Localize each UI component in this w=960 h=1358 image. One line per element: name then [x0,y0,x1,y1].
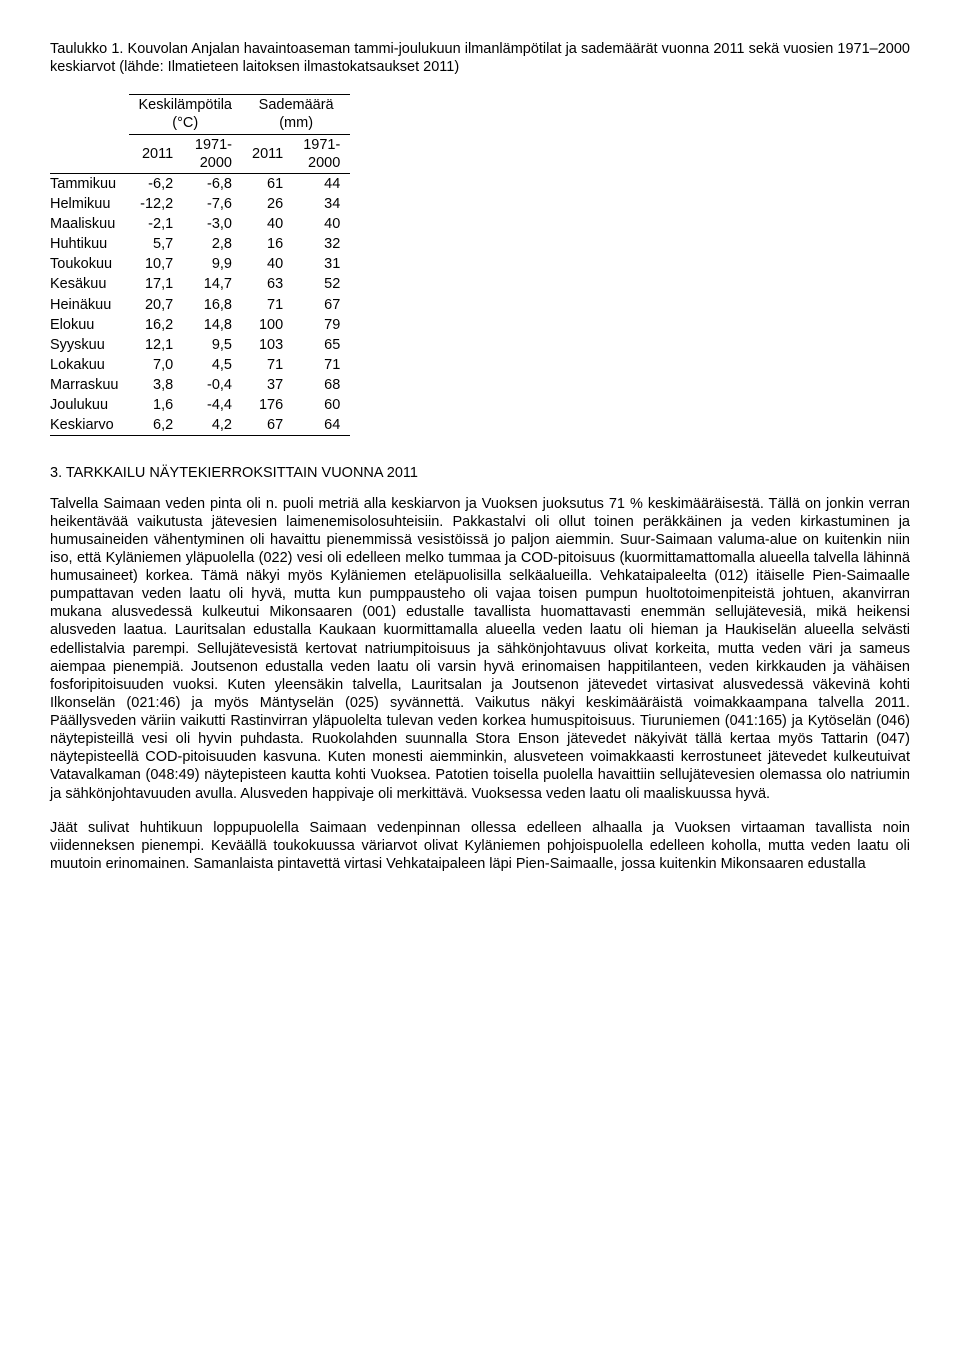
table-row: Toukokuu10,79,94031 [50,254,350,274]
cell: 64 [293,415,350,436]
row-label: Maaliskuu [50,214,129,234]
cell: 3,8 [129,375,184,395]
paragraph-1: Talvella Saimaan veden pinta oli n. puol… [50,495,910,803]
cell: -6,8 [183,173,242,194]
table-row: Huhtikuu5,72,81632 [50,234,350,254]
table-row: Elokuu16,214,810079 [50,315,350,335]
row-label: Marraskuu [50,375,129,395]
cell: 9,5 [183,335,242,355]
cell: -2,1 [129,214,184,234]
cell: 1,6 [129,395,184,415]
cell: 31 [293,254,350,274]
cell: -4,4 [183,395,242,415]
subhdr-1: 1971-2000 [183,134,242,173]
climate-table-body: Tammikuu-6,2-6,86144Helmikuu-12,2-7,6263… [50,173,350,436]
cell: 32 [293,234,350,254]
cell: 10,7 [129,254,184,274]
cell: 5,7 [129,234,184,254]
cell: 16,2 [129,315,184,335]
cell: 14,8 [183,315,242,335]
cell: 65 [293,335,350,355]
table-row: Keskiarvo6,24,26764 [50,415,350,436]
climate-table-container: Keskilämpötila (°C) Sademäärä (mm) 2011 … [50,94,910,436]
cell: 7,0 [129,355,184,375]
cell: 26 [242,194,293,214]
paragraph-2: Jäät sulivat huhtikuun loppupuolella Sai… [50,819,910,873]
cell: 4,2 [183,415,242,436]
table-row: Kesäkuu17,114,76352 [50,274,350,294]
cell: 71 [242,355,293,375]
header-sub-row: 2011 1971-2000 2011 1971-2000 [50,134,350,173]
cell: 63 [242,274,293,294]
header-group-precip: Sademäärä (mm) [242,95,350,134]
cell: 40 [242,214,293,234]
cell: 44 [293,173,350,194]
subhdr-3: 1971-2000 [293,134,350,173]
cell: 37 [242,375,293,395]
table-row: Heinäkuu20,716,87167 [50,295,350,315]
cell: 4,5 [183,355,242,375]
section-heading: 3. TARKKAILU NÄYTEKIERROKSITTAIN VUONNA … [50,464,910,482]
table-row: Tammikuu-6,2-6,86144 [50,173,350,194]
cell: 20,7 [129,295,184,315]
subhdr-0: 2011 [129,134,184,173]
cell: -12,2 [129,194,184,214]
table-row: Syyskuu12,19,510365 [50,335,350,355]
cell: 52 [293,274,350,294]
table-row: Maaliskuu-2,1-3,04040 [50,214,350,234]
cell: 61 [242,173,293,194]
table-caption: Taulukko 1. Kouvolan Anjalan havaintoase… [50,40,910,76]
row-label: Keskiarvo [50,415,129,436]
row-label: Joulukuu [50,395,129,415]
cell: 12,1 [129,335,184,355]
cell: -7,6 [183,194,242,214]
header-blank [50,95,129,134]
cell: 2,8 [183,234,242,254]
row-label: Toukokuu [50,254,129,274]
cell: 67 [242,415,293,436]
table-row: Joulukuu1,6-4,417660 [50,395,350,415]
cell: 9,9 [183,254,242,274]
cell: 60 [293,395,350,415]
row-label: Elokuu [50,315,129,335]
cell: 71 [242,295,293,315]
row-label: Kesäkuu [50,274,129,294]
cell: 40 [242,254,293,274]
cell: 17,1 [129,274,184,294]
header-group-temp: Keskilämpötila (°C) [129,95,243,134]
row-label: Helmikuu [50,194,129,214]
climate-table: Keskilämpötila (°C) Sademäärä (mm) 2011 … [50,94,350,436]
row-label: Huhtikuu [50,234,129,254]
cell: 103 [242,335,293,355]
row-label: Heinäkuu [50,295,129,315]
cell: 71 [293,355,350,375]
cell: -0,4 [183,375,242,395]
row-label: Lokakuu [50,355,129,375]
cell: 40 [293,214,350,234]
cell: 100 [242,315,293,335]
table-row: Marraskuu3,8-0,43768 [50,375,350,395]
cell: 6,2 [129,415,184,436]
cell: -6,2 [129,173,184,194]
cell: -3,0 [183,214,242,234]
row-label: Syyskuu [50,335,129,355]
cell: 176 [242,395,293,415]
cell: 34 [293,194,350,214]
cell: 16,8 [183,295,242,315]
cell: 14,7 [183,274,242,294]
table-row: Lokakuu7,04,57171 [50,355,350,375]
row-label: Tammikuu [50,173,129,194]
table-row: Helmikuu-12,2-7,62634 [50,194,350,214]
cell: 16 [242,234,293,254]
cell: 67 [293,295,350,315]
cell: 68 [293,375,350,395]
cell: 79 [293,315,350,335]
subhdr-2: 2011 [242,134,293,173]
